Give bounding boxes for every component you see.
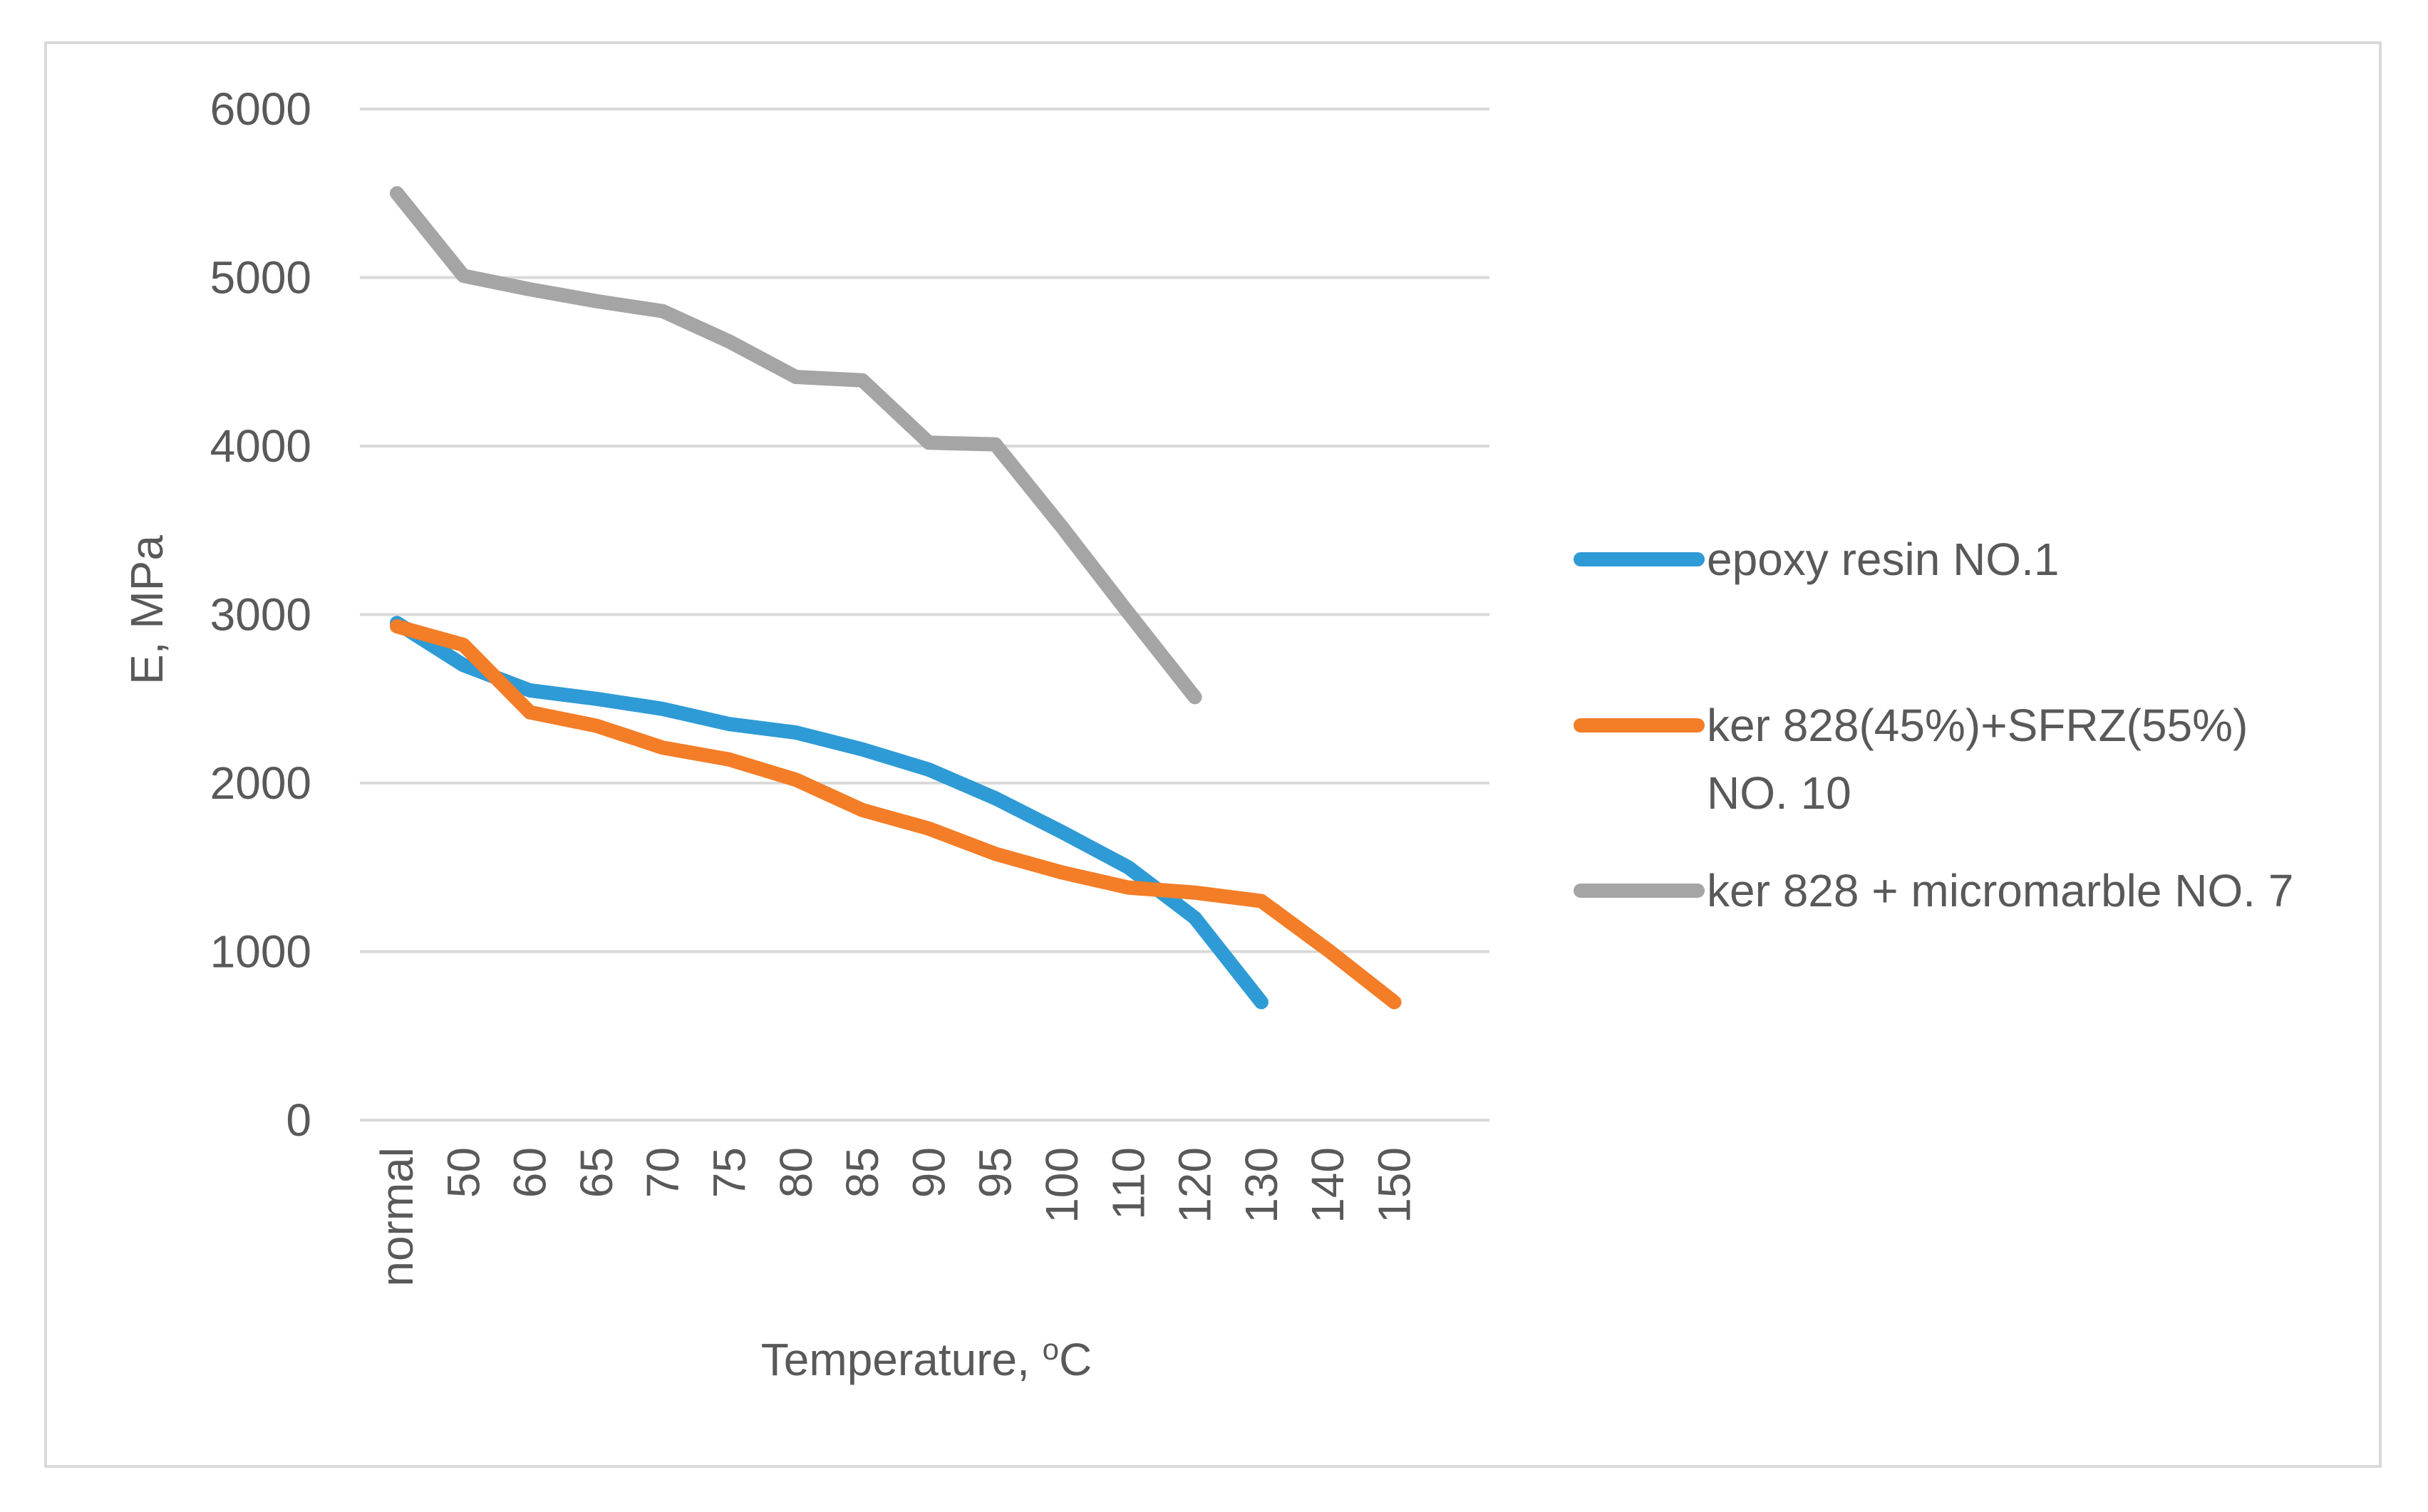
chart-frame (44, 41, 2382, 1468)
y-axis-title: E, MPa (121, 535, 172, 685)
x-tick-label: 90 (903, 1147, 954, 1198)
data-point (1127, 866, 1130, 869)
data-point (396, 192, 398, 195)
data-point (594, 724, 598, 727)
y-tick-label: 2000 (210, 757, 311, 809)
data-point (993, 797, 997, 800)
data-point (861, 747, 864, 751)
data-point (1127, 886, 1130, 889)
data-point (1193, 916, 1197, 920)
data-point (462, 643, 465, 647)
x-tick-label: 75 (704, 1147, 755, 1198)
x-axis-title-unit: C (1059, 1334, 1092, 1385)
x-tick-label: 140 (1302, 1147, 1353, 1223)
series-line (390, 616, 1269, 1010)
legend-label: epoxy resin NO.1 (1707, 534, 2059, 585)
data-point (861, 378, 864, 382)
data-point (594, 697, 598, 700)
data-point (794, 778, 797, 782)
x-tick-label: 120 (1169, 1147, 1221, 1223)
data-point (927, 768, 931, 772)
series-1 (390, 616, 1269, 1010)
legend-item-3: ker 828 + micromarble NO. 7 (1574, 865, 2293, 916)
data-point (528, 288, 532, 291)
x-axis-title: Temperature, oC (761, 1332, 1092, 1385)
x-tick-label: 50 (438, 1147, 489, 1198)
data-point (1127, 611, 1130, 615)
data-point (993, 442, 997, 446)
x-tick-label: 150 (1369, 1147, 1420, 1223)
data-point (1326, 948, 1330, 952)
y-tick-label: 6000 (210, 83, 311, 135)
y-tick-label: 0 (286, 1094, 311, 1146)
series-3 (390, 186, 1202, 705)
data-point (1393, 1000, 1396, 1004)
x-tick-label: 85 (837, 1147, 888, 1198)
data-point (661, 309, 665, 313)
data-point (794, 731, 797, 735)
data-point (728, 723, 731, 726)
series-lines (390, 186, 1402, 1010)
data-point (1193, 695, 1197, 699)
legend-label: NO. 10 (1707, 767, 1851, 819)
x-tick-label: 65 (571, 1147, 622, 1198)
x-tick-label: 80 (770, 1147, 822, 1198)
data-point (661, 746, 665, 750)
legend-item-1: epoxy resin NO.1 (1574, 534, 2059, 585)
data-point (927, 441, 931, 445)
y-axis-ticks: 0 1000 2000 3000 4000 5000 6000 (210, 83, 311, 1146)
series-line (390, 619, 1402, 1010)
legend-item-2: ker 828(45%)+SFRZ(55%) NO. 10 (1574, 700, 2248, 819)
gridlines (360, 108, 1489, 1122)
data-point (861, 808, 864, 812)
data-point (1193, 891, 1197, 894)
data-point (927, 827, 931, 830)
data-point (728, 757, 731, 761)
y-tick-label: 1000 (210, 926, 311, 978)
data-point (528, 710, 532, 714)
data-point (1259, 899, 1263, 903)
x-axis-ticks: normal 50 60 65 70 75 80 85 90 95 100 110 120 130 140 1… (371, 1147, 1420, 1287)
x-tick-label: 110 (1102, 1147, 1154, 1220)
data-point (1060, 871, 1063, 874)
data-point (794, 376, 797, 379)
x-tick-label: 95 (970, 1147, 1021, 1198)
data-point (728, 340, 731, 343)
legend-label: ker 828 + micromarble NO. 7 (1707, 865, 2293, 916)
legend: epoxy resin NO.1 ker 828(45%)+SFRZ(55%) NO… (1574, 534, 2293, 916)
data-point (1259, 1000, 1263, 1004)
x-tick-label: 130 (1236, 1147, 1287, 1223)
y-tick-label: 3000 (210, 589, 311, 641)
data-point (661, 707, 665, 710)
data-point (462, 663, 465, 667)
data-point (396, 625, 398, 628)
x-tick-label: 70 (637, 1147, 688, 1198)
data-point (1060, 525, 1063, 529)
x-tick-label: 100 (1036, 1147, 1088, 1223)
data-point (462, 274, 465, 278)
data-point (1060, 830, 1063, 834)
y-tick-label: 4000 (210, 420, 311, 472)
y-tick-label: 5000 (210, 252, 311, 304)
data-point (993, 852, 997, 856)
x-tick-label: normal (371, 1147, 423, 1287)
series-2 (390, 619, 1402, 1010)
x-tick-label: 60 (505, 1147, 556, 1198)
x-axis-title-degree: o (1043, 1332, 1059, 1366)
data-point (594, 299, 598, 303)
data-point (528, 688, 532, 692)
legend-label: ker 828(45%)+SFRZ(55%) (1707, 700, 2248, 751)
